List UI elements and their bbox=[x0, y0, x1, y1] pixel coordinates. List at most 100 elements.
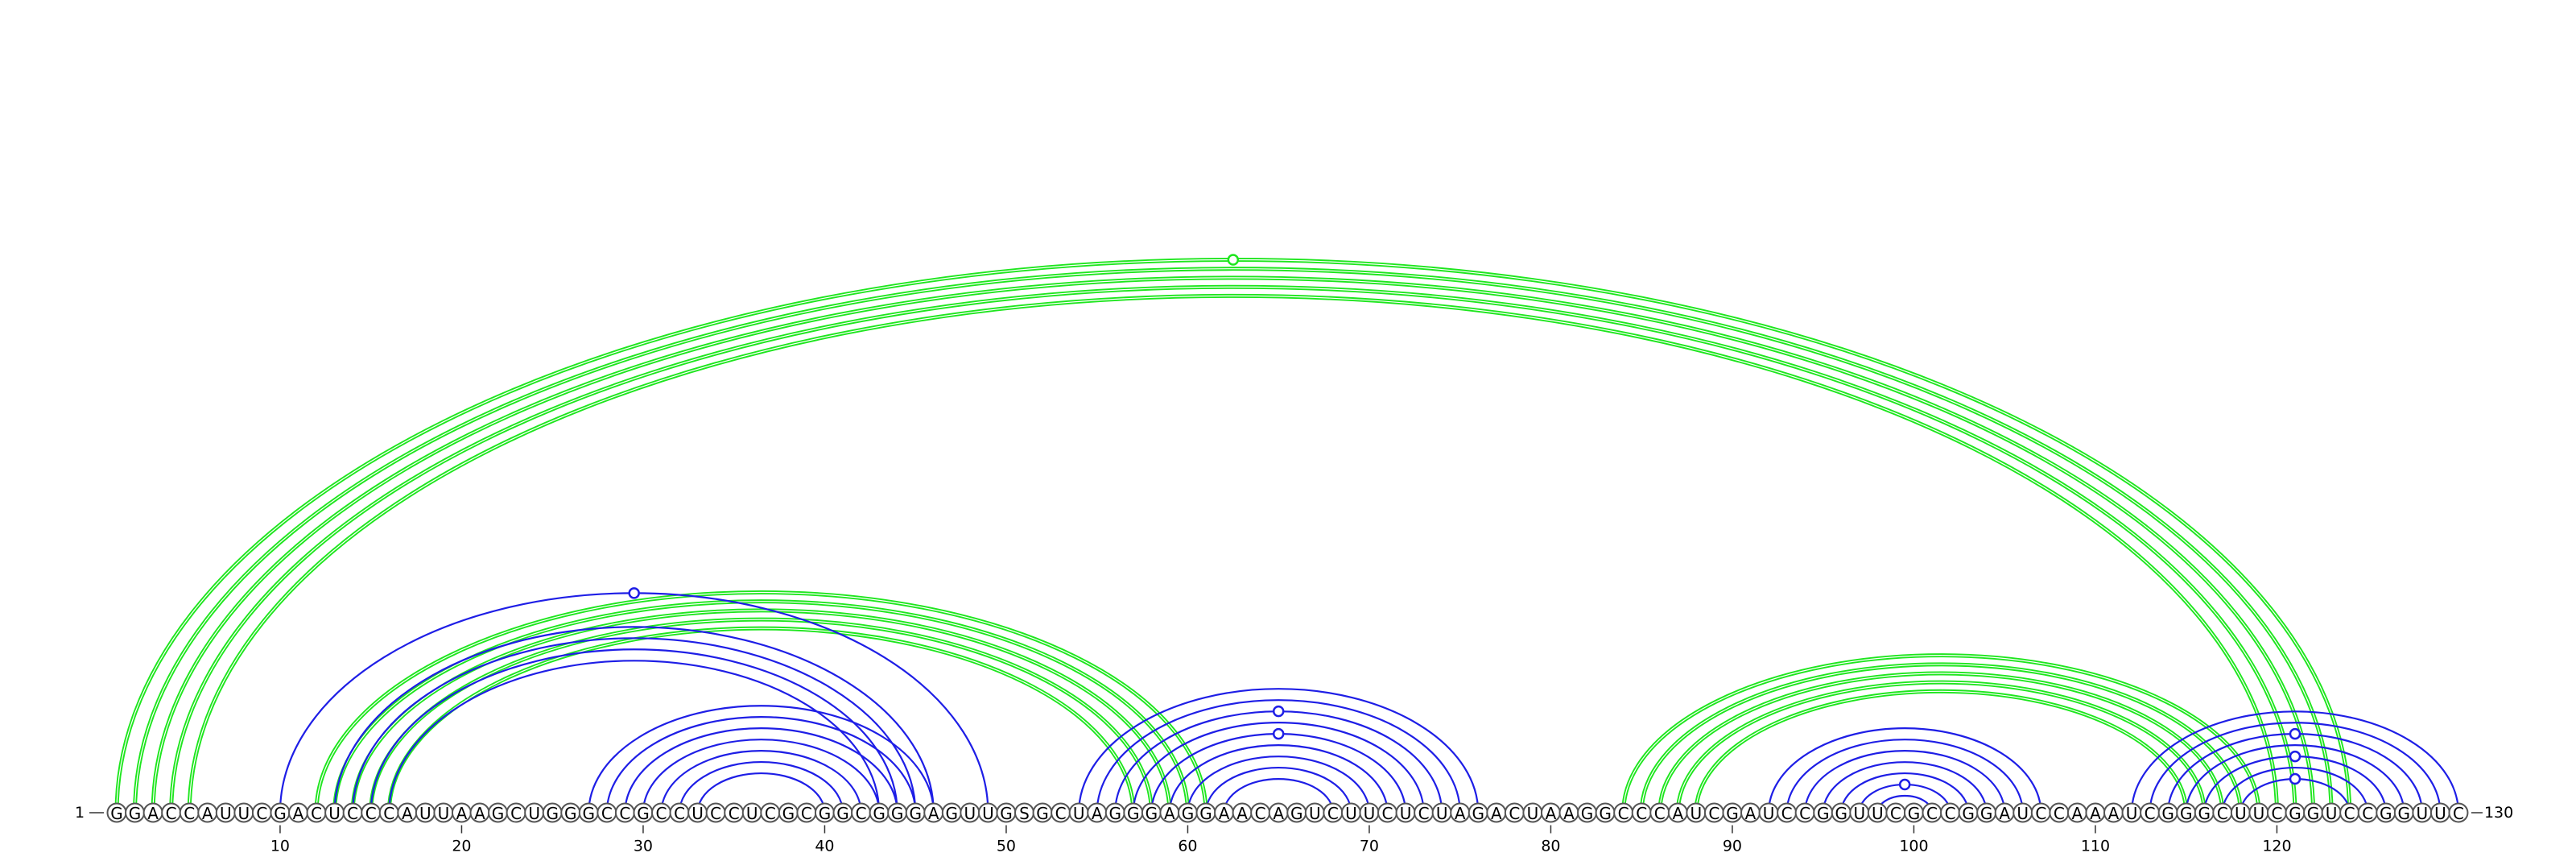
nucleotide: G bbox=[1195, 802, 1216, 823]
nucleotide: A bbox=[1558, 802, 1579, 823]
nucleotide-letter: A bbox=[1491, 804, 1502, 823]
green-pair-arc bbox=[1621, 653, 2261, 814]
nucleotide: G bbox=[106, 802, 127, 823]
green-arc-marker bbox=[1227, 254, 1240, 266]
nucleotide-letter: G bbox=[1908, 804, 1921, 823]
nucleotide-letter: C bbox=[383, 804, 394, 823]
nucleotide: A bbox=[2103, 802, 2124, 823]
nucleotide: G bbox=[1032, 802, 1053, 823]
nucleotide: U bbox=[215, 802, 236, 823]
nucleotide-letter: U bbox=[691, 804, 704, 823]
nucleotide: C bbox=[1922, 802, 1942, 823]
nucleotide-letter: U bbox=[1527, 804, 1539, 823]
nucleotide-letter: U bbox=[964, 804, 976, 823]
green-pair-arc-inner bbox=[1659, 673, 2223, 814]
nucleotide: C bbox=[614, 802, 635, 823]
nucleotide: U bbox=[324, 802, 345, 823]
nucleotide-letter: C bbox=[1418, 804, 1430, 823]
nucleotide: A bbox=[397, 802, 418, 823]
nucleotide: C bbox=[2030, 802, 2051, 823]
tick-label: 70 bbox=[1360, 838, 1379, 855]
nucleotide: C bbox=[1414, 802, 1435, 823]
tick-label: 100 bbox=[1899, 838, 1928, 855]
nucleotide-letter: A bbox=[1546, 804, 1557, 823]
nucleotide: C bbox=[506, 802, 526, 823]
nucleotide-letter: U bbox=[1364, 804, 1376, 823]
blue-pair-arc bbox=[352, 637, 917, 814]
nucleotide-letter: C bbox=[1509, 804, 1520, 823]
nucleotide-letter: C bbox=[729, 804, 740, 823]
nucleotide-letter: G bbox=[1036, 804, 1049, 823]
blue-pair-arc bbox=[2185, 744, 2405, 814]
nucleotide: U bbox=[2248, 802, 2269, 823]
nucleotide-letter: C bbox=[856, 804, 867, 823]
blue-pair-arc bbox=[678, 760, 844, 814]
nucleotide-letter: C bbox=[2453, 804, 2464, 823]
nucleotide-letter: G bbox=[1962, 804, 1975, 823]
nucleotide-letter: G bbox=[819, 804, 832, 823]
nucleotide-letter: G bbox=[1146, 804, 1158, 823]
blue-pair-arc bbox=[2221, 766, 2369, 814]
nucleotide: G bbox=[887, 802, 908, 823]
green-pair-arc bbox=[1675, 680, 2207, 814]
nucleotide: C bbox=[2212, 802, 2233, 823]
nucleotide: U bbox=[1359, 802, 1380, 823]
nucleotide-letter: A bbox=[1745, 804, 1757, 823]
nucleotide: A bbox=[451, 802, 472, 823]
sequence-start-label: 1 bbox=[75, 804, 85, 822]
nucleotide-letter: C bbox=[1945, 804, 1956, 823]
nucleotide: A bbox=[923, 802, 944, 823]
green-pair-arc-inner bbox=[116, 259, 2351, 814]
tick-label: 60 bbox=[1178, 838, 1197, 855]
nucleotide: G bbox=[633, 802, 654, 823]
nucleotide: C bbox=[1377, 802, 1397, 823]
nucleotide: G bbox=[1123, 802, 1144, 823]
blue-pair-arc bbox=[1187, 756, 1371, 814]
blue-pair-arc bbox=[1785, 739, 2024, 814]
nucleotide: G bbox=[560, 802, 581, 823]
nucleotide: A bbox=[1087, 802, 1108, 823]
nucleotide-letter: C bbox=[2271, 804, 2282, 823]
nucleotide: U bbox=[2121, 802, 2142, 823]
nucleotide-letter: A bbox=[293, 804, 304, 823]
green-pair-arc bbox=[332, 599, 1190, 814]
nucleotide: U bbox=[1867, 802, 1888, 823]
nucleotide-letter: G bbox=[583, 804, 596, 823]
nucleotide: G bbox=[996, 802, 1017, 823]
nucleotide-letter: G bbox=[782, 804, 795, 823]
green-pair-arc-inner bbox=[1623, 655, 2260, 814]
nucleotide: C bbox=[361, 802, 382, 823]
nucleotide-letter: G bbox=[1726, 804, 1739, 823]
blue-pair-arc bbox=[1822, 760, 1988, 814]
nucleotide: U bbox=[960, 802, 980, 823]
nucleotide-letter: G bbox=[1980, 804, 1993, 823]
tick-label: 40 bbox=[815, 838, 834, 855]
green-pair-arc bbox=[151, 275, 2316, 814]
nucleotide-letter: C bbox=[656, 804, 667, 823]
nucleotide-letter: C bbox=[184, 804, 195, 823]
nucleotide-letter: U bbox=[2253, 804, 2265, 823]
nucleotide-letter: C bbox=[2035, 804, 2046, 823]
nucleotide: G bbox=[1286, 802, 1307, 823]
nucleotide-letter: G bbox=[873, 804, 886, 823]
nucleotide: A bbox=[1214, 802, 1235, 823]
green-pair-arc-inner bbox=[1677, 681, 2205, 814]
nucleotide-letter: C bbox=[1799, 804, 1810, 823]
nucleotide-letter: G bbox=[2380, 804, 2392, 823]
nucleotide: C bbox=[669, 802, 690, 823]
nucleotide: U bbox=[1340, 802, 1361, 823]
nucleotide: G bbox=[1577, 802, 1598, 823]
blue-pair-arc bbox=[1078, 688, 1480, 814]
green-pair-arc-inner bbox=[189, 296, 2277, 813]
nucleotide: C bbox=[2339, 802, 2360, 823]
nucleotide: A bbox=[1232, 802, 1253, 823]
nucleotide: C bbox=[1631, 802, 1652, 823]
nucleotide: A bbox=[469, 802, 490, 823]
tick-label: 90 bbox=[1723, 838, 1742, 855]
nucleotide-letter: C bbox=[510, 804, 522, 823]
nucleotide: A bbox=[1540, 802, 1561, 823]
nucleotide: A bbox=[1667, 802, 1688, 823]
blue-pair-arc bbox=[1804, 750, 2006, 814]
blue-pair-arc bbox=[660, 750, 862, 814]
nucleotide-letter: C bbox=[1618, 804, 1629, 823]
